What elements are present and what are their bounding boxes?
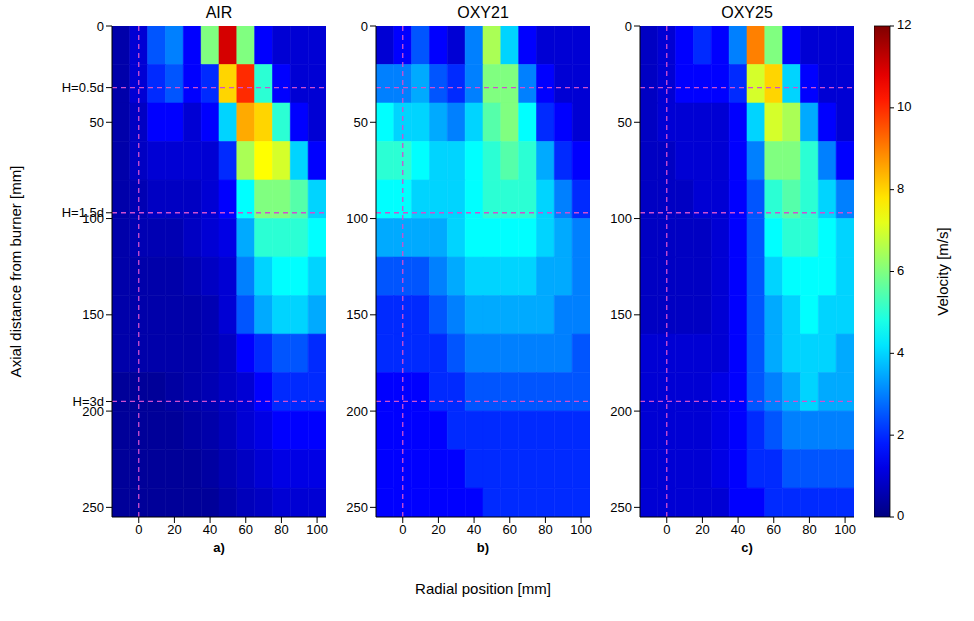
svg-text:100: 100 (346, 211, 368, 226)
svg-text:80: 80 (274, 522, 288, 537)
html-text:b): b) (476, 540, 490, 555)
html-text:OXY25: OXY25 (721, 4, 773, 21)
svg-text:40: 40 (203, 522, 217, 537)
svg-text:Velocity [m/s]: Velocity [m/s] (934, 227, 951, 315)
svg-text:100: 100 (834, 522, 856, 537)
svg-text:20: 20 (695, 522, 709, 537)
svg-text:60: 60 (503, 522, 517, 537)
svg-text:250: 250 (82, 500, 104, 515)
html-text:Radial position [mm]: Radial position [mm] (415, 580, 551, 597)
svg-text:100: 100 (82, 211, 104, 226)
svg-text:50: 50 (618, 115, 632, 130)
svg-text:150: 150 (610, 307, 632, 322)
svg-text:60: 60 (767, 522, 781, 537)
svg-text:100: 100 (610, 211, 632, 226)
svg-text:250: 250 (610, 500, 632, 515)
svg-text:200: 200 (82, 404, 104, 419)
svg-text:8: 8 (897, 181, 904, 196)
svg-text:50: 50 (90, 115, 104, 130)
svg-text:0: 0 (361, 19, 368, 34)
svg-text:60: 60 (239, 522, 253, 537)
svg-text:200: 200 (346, 404, 368, 419)
svg-text:200: 200 (610, 404, 632, 419)
svg-text:0: 0 (897, 508, 904, 523)
svg-text:0: 0 (97, 19, 104, 34)
svg-text:0: 0 (625, 19, 632, 34)
svg-text:100: 100 (306, 522, 328, 537)
svg-text:H=0.5d: H=0.5d (62, 80, 104, 95)
svg-text:12: 12 (897, 17, 911, 32)
svg-text:20: 20 (431, 522, 445, 537)
svg-text:20: 20 (167, 522, 181, 537)
svg-text:0: 0 (399, 522, 406, 537)
svg-text:6: 6 (897, 263, 904, 278)
svg-text:2: 2 (897, 427, 904, 442)
svg-text:80: 80 (538, 522, 552, 537)
html-text:OXY21: OXY21 (457, 4, 509, 21)
html-text:c): c) (741, 540, 753, 555)
html-text:AIR: AIR (205, 4, 233, 21)
svg-text:Axial distance from burner [mm: Axial distance from burner [mm] (7, 166, 24, 378)
svg-text:250: 250 (346, 500, 368, 515)
svg-text:4: 4 (897, 345, 904, 360)
svg-text:0: 0 (663, 522, 670, 537)
svg-text:H=3d: H=3d (72, 394, 104, 410)
svg-text:40: 40 (731, 522, 745, 537)
svg-text:80: 80 (802, 522, 816, 537)
svg-text:40: 40 (467, 522, 481, 537)
html-text:a): a) (213, 540, 225, 555)
svg-text:10: 10 (897, 99, 911, 114)
svg-text:100: 100 (570, 522, 592, 537)
svg-text:150: 150 (346, 307, 368, 322)
svg-text:150: 150 (82, 307, 104, 322)
svg-text:50: 50 (354, 115, 368, 130)
svg-text:0: 0 (135, 522, 142, 537)
